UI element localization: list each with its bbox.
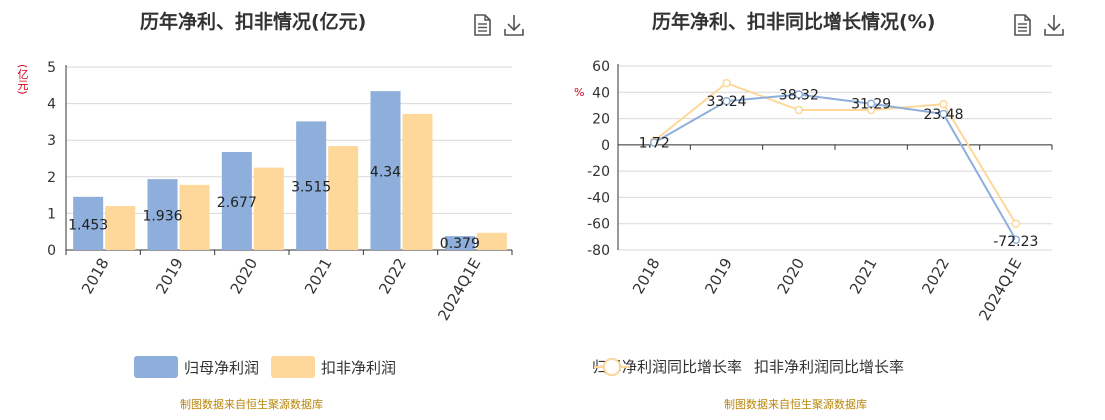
document-icon[interactable] (1010, 12, 1034, 38)
y-tick-label: 2 (47, 170, 56, 186)
y-tick-label: 3 (47, 133, 56, 149)
chart-title: 历年净利、扣非情况(亿元) (140, 11, 367, 33)
point-parent-growth (866, 99, 876, 108)
y-tick-label: -40 (587, 190, 610, 206)
x-tick-label: 2022 (375, 255, 410, 297)
y-tick-label: 1 (47, 206, 56, 222)
data-source-note: 制图数据来自恒生聚源数据库 (724, 398, 867, 411)
point-data-label: -72.23 (993, 234, 1038, 250)
download-icon[interactable] (1042, 12, 1066, 38)
bar-deducted-net-profit (402, 113, 433, 251)
net-profit-chart-panel: 历年净利、扣非情况(亿元) (亿元) 0 1 2 3 4 5 1.453 2018 1.936 2… (0, 0, 552, 420)
growth-rate-chart-panel: 历年净利、扣非同比增长情况(%) % 60 40 20 0 -20 -40 -60 -80 1.… (552, 0, 1105, 420)
y-tick-label: 4 (47, 97, 56, 113)
x-tick-label: 2019 (152, 255, 187, 297)
legend-label: 扣非净利润同比增长率 (754, 358, 905, 376)
point-deducted-growth (722, 78, 731, 88)
bar-parent-net-profit (147, 179, 178, 250)
y-tick-label: 60 (592, 59, 610, 75)
point-data-label: 33.24 (706, 94, 746, 110)
bar-data-label: 3.515 (291, 180, 331, 196)
point-data-label: 38.32 (779, 87, 819, 103)
bar-deducted-net-profit (328, 146, 359, 250)
legend-line-marker (594, 358, 630, 376)
point-parent-growth (794, 90, 804, 99)
bar-parent-net-profit (370, 91, 401, 250)
y-axis-unit-label: (亿元) (16, 64, 29, 95)
x-tick-label: 2020 (227, 255, 262, 297)
point-data-label: 23.48 (923, 107, 963, 123)
point-deducted-growth (1011, 219, 1021, 228)
y-axis-unit-label: % (574, 86, 585, 99)
series-line-parent-growth (653, 93, 1017, 241)
bar-parent-net-profit (73, 196, 104, 250)
series-line-deducted-growth (653, 81, 1017, 225)
y-tick-label: 0 (47, 243, 56, 259)
bar-data-label: 1.936 (142, 209, 182, 225)
x-tick-label: 2022 (918, 255, 953, 297)
point-parent-growth (649, 138, 659, 147)
point-deducted-growth (939, 99, 948, 109)
legend-swatch (271, 356, 316, 378)
y-tick-label: 5 (47, 60, 56, 76)
legend-label: 归母净利润同比增长率 (592, 358, 743, 376)
chart-title: 历年净利、扣非同比增长情况(%) (652, 11, 936, 33)
x-tick-label: 2024Q1E (434, 255, 484, 324)
x-tick-label: 2019 (701, 255, 736, 297)
legend-item-deducted-growth-rate[interactable]: 扣非净利润同比增长率 (594, 356, 905, 377)
bar-parent-net-profit (296, 121, 327, 250)
y-tick-label: 40 (592, 85, 610, 101)
document-icon[interactable] (470, 12, 494, 38)
point-parent-growth (939, 109, 948, 119)
x-tick-label: 2021 (846, 255, 881, 297)
point-parent-growth (722, 96, 731, 106)
x-tick-label: 2021 (301, 255, 336, 297)
point-deducted-growth (794, 105, 804, 115)
chart-legend: 归母净利润 扣非净利润 (134, 356, 396, 378)
bar-parent-net-profit (221, 152, 252, 250)
data-source-note: 制图数据来自恒生聚源数据库 (180, 398, 323, 411)
point-data-label: 31.29 (851, 97, 891, 113)
y-tick-label: -60 (587, 217, 610, 233)
bar-data-label: 4.34 (370, 165, 401, 181)
legend-swatch (134, 356, 178, 378)
legend-label: 扣非净利润 (321, 358, 397, 377)
bar-deducted-net-profit (105, 206, 136, 250)
y-tick-label: 0 (601, 138, 610, 154)
bar-chart-plot: 0 1 2 3 4 5 1.453 2018 1.936 2019 2.677 2020 3.515 20… (47, 60, 513, 324)
chart-legend: 归母净利润同比增长率 扣非净利润同比增长率 (592, 356, 904, 377)
x-tick-label: 2018 (78, 255, 113, 297)
x-tick-label: 2020 (774, 255, 809, 297)
bar-deducted-net-profit (476, 232, 507, 250)
x-tick-label: 2018 (629, 255, 664, 297)
download-icon[interactable] (502, 12, 526, 38)
x-tick-label: 2024Q1E (975, 255, 1025, 324)
bar-parent-net-profit (444, 236, 475, 250)
line-chart-plot: 60 40 20 0 -20 -40 -60 -80 1.72 33.24 38.32 31.29 23… (587, 59, 1053, 324)
y-tick-label: 20 (592, 112, 610, 128)
bar-data-label: 1.453 (68, 217, 108, 233)
point-data-label: 1.72 (639, 136, 670, 152)
point-parent-growth (1011, 235, 1021, 245)
y-tick-label: -20 (587, 164, 610, 180)
bar-deducted-net-profit (179, 184, 210, 250)
bar-deducted-net-profit (253, 167, 284, 250)
legend-item-parent-net-profit[interactable]: 归母净利润 (134, 356, 259, 378)
bar-data-label: 2.677 (217, 195, 257, 211)
legend-item-deducted-net-profit[interactable]: 扣非净利润 (271, 356, 396, 378)
bar-data-label: 0.379 (440, 236, 480, 252)
legend-label: 归母净利润 (184, 358, 260, 377)
y-tick-label: -80 (587, 243, 610, 259)
